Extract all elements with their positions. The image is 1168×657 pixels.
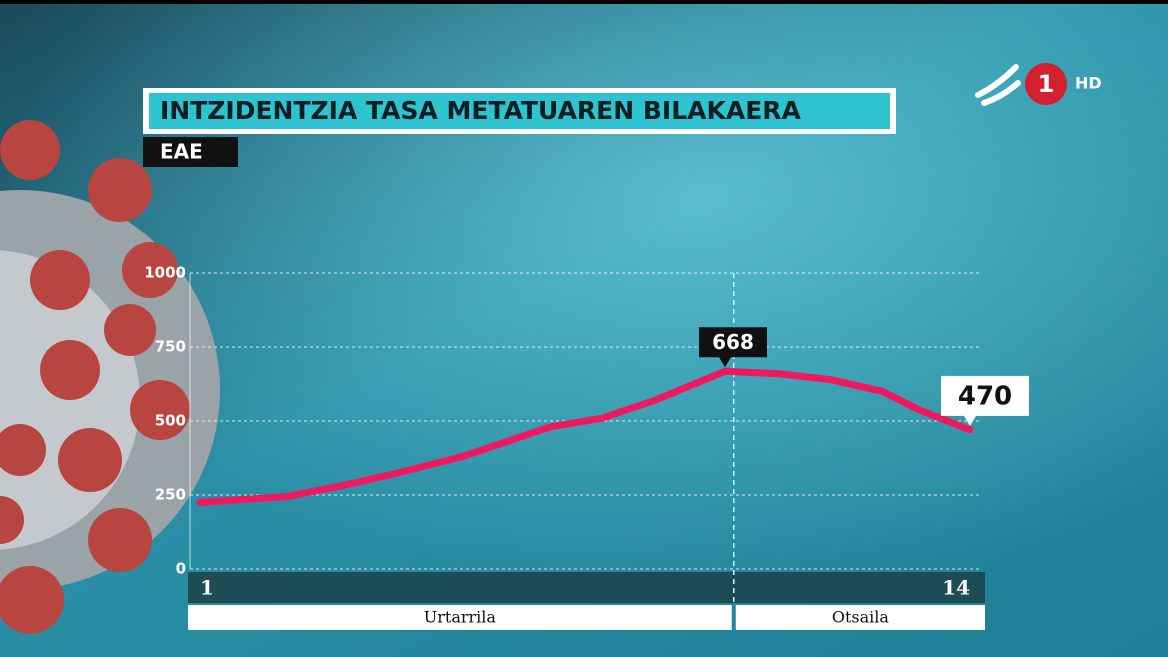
data-label: 668 [712,330,754,354]
subtitle-box [143,137,238,167]
month-label: Urtarrila [424,608,497,627]
logo: 1 HD [975,63,1102,106]
data-line [196,367,974,506]
month-band [188,605,732,630]
x-tick-label: 14 [942,576,970,600]
month-band [735,605,985,630]
top-edge [0,0,1168,4]
x-tick-label: 1 [200,576,214,600]
logo-channel: 1 [1038,70,1055,98]
y-tick-label: 1000 [144,264,186,282]
logo-quality: HD [1075,74,1102,93]
month-label: Otsaila [832,608,890,627]
y-tick-label: 500 [155,412,186,430]
callout-box [941,375,1029,426]
title-box [149,93,890,129]
x-axis-band [188,572,985,603]
virus-image [0,120,220,634]
y-tick-label: 750 [155,338,186,356]
y-tick-label: 250 [155,486,186,504]
chart-subtitle: EAE [160,140,203,164]
chart-title: INTZIDENTZIA TASA METATUAREN BILAKAERA [160,96,802,125]
callout-box [699,327,767,368]
data-label: 470 [958,381,1012,411]
y-tick-label: 0 [176,560,186,578]
